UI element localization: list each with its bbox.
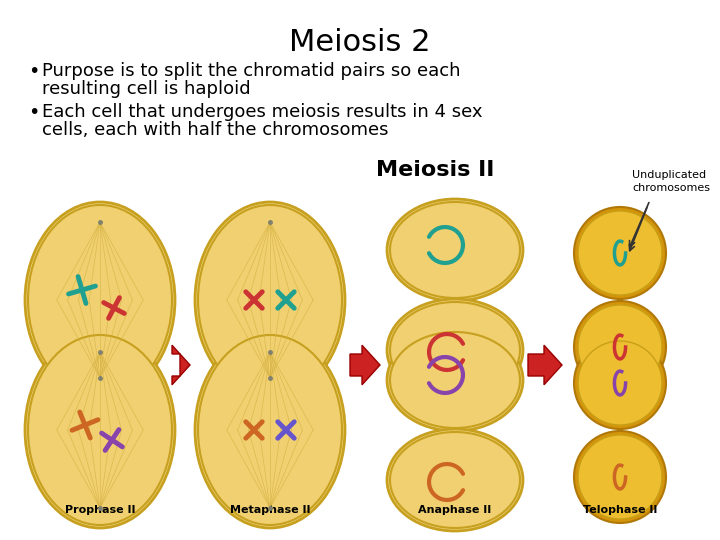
Ellipse shape <box>195 332 345 528</box>
Ellipse shape <box>387 199 523 301</box>
Ellipse shape <box>578 341 662 425</box>
Ellipse shape <box>574 337 666 429</box>
Ellipse shape <box>28 335 172 525</box>
Text: resulting cell is haploid: resulting cell is haploid <box>42 80 251 98</box>
Ellipse shape <box>390 432 520 528</box>
Ellipse shape <box>574 431 666 523</box>
FancyArrow shape <box>350 345 380 385</box>
Ellipse shape <box>198 335 342 525</box>
Text: Each cell that undergoes meiosis results in 4 sex: Each cell that undergoes meiosis results… <box>42 103 482 121</box>
Ellipse shape <box>578 305 662 389</box>
Text: Meiosis II: Meiosis II <box>376 160 494 180</box>
Ellipse shape <box>574 301 666 393</box>
Text: •: • <box>28 62 40 81</box>
Ellipse shape <box>198 205 342 395</box>
Ellipse shape <box>574 207 666 299</box>
Text: •: • <box>28 103 40 122</box>
FancyArrow shape <box>528 345 562 385</box>
Text: cells, each with half the chromosomes: cells, each with half the chromosomes <box>42 121 389 139</box>
Text: Telophase II: Telophase II <box>582 505 657 515</box>
Ellipse shape <box>387 429 523 531</box>
Text: Purpose is to split the chromatid pairs so each: Purpose is to split the chromatid pairs … <box>42 62 461 80</box>
Text: Unduplicated
chromosomes: Unduplicated chromosomes <box>632 170 710 193</box>
FancyArrow shape <box>172 345 190 385</box>
Ellipse shape <box>387 329 523 431</box>
Ellipse shape <box>578 211 662 295</box>
Text: Meiosis 2: Meiosis 2 <box>289 28 431 57</box>
Text: Anaphase II: Anaphase II <box>418 505 492 515</box>
Ellipse shape <box>195 202 345 398</box>
Ellipse shape <box>25 332 175 528</box>
Text: Prophase II: Prophase II <box>65 505 135 515</box>
Ellipse shape <box>390 302 520 398</box>
Text: Metaphase II: Metaphase II <box>230 505 310 515</box>
Ellipse shape <box>28 205 172 395</box>
Ellipse shape <box>390 332 520 428</box>
Ellipse shape <box>578 435 662 519</box>
Ellipse shape <box>25 202 175 398</box>
Ellipse shape <box>390 202 520 298</box>
Ellipse shape <box>387 299 523 401</box>
